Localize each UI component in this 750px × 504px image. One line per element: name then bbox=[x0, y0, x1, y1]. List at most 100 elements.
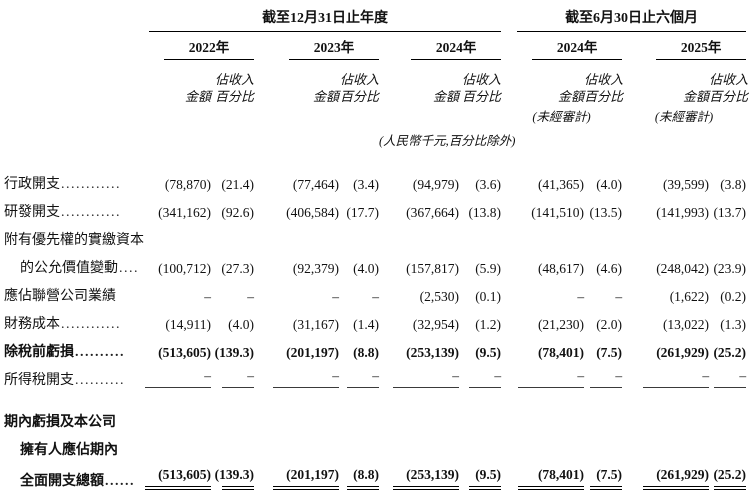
cell: (92.6) bbox=[221, 205, 254, 220]
grand-total-double-rule bbox=[518, 485, 585, 490]
cell: (39,599) bbox=[662, 177, 710, 192]
cell: – bbox=[247, 289, 254, 304]
cell: (1,622) bbox=[669, 289, 710, 304]
row-label: 全面開支總額 bbox=[20, 474, 104, 489]
year-2025-interim: 2025年 bbox=[656, 36, 747, 60]
cell: (513,605) bbox=[130, 463, 211, 494]
cell: (4.0) bbox=[353, 261, 379, 276]
row-label: 期內虧損及本公司 bbox=[4, 415, 116, 430]
row-total-comprehensive-values: 全面開支總額...... (513,605) (139.3) (201,197)… bbox=[4, 463, 747, 494]
grand-total-double-rule bbox=[469, 485, 502, 490]
subtotal-rule bbox=[469, 387, 502, 388]
cell: (7.5) bbox=[596, 345, 623, 360]
cell: – bbox=[204, 289, 211, 304]
cell: (25.2) bbox=[713, 345, 747, 360]
cell: (157,817) bbox=[406, 261, 459, 276]
year-2024: 2024年 bbox=[411, 36, 502, 60]
cell: – bbox=[577, 289, 585, 304]
cell: – bbox=[332, 289, 339, 304]
cell: – bbox=[501, 365, 585, 393]
row-loss-before-tax: 除稅前虧損.......... (513,605) (139.3) (201,1… bbox=[4, 337, 746, 365]
row-administrative-expenses: 行政開支............ (78,870) (21.4) (77,464… bbox=[4, 169, 746, 197]
cell: (341,162) bbox=[158, 205, 211, 220]
cell: (1.4) bbox=[353, 317, 379, 332]
pct-header-2024-interim: 佔收入 百分比 bbox=[584, 72, 624, 105]
cell: (23.9) bbox=[713, 261, 747, 276]
cell: (13.8) bbox=[468, 205, 502, 220]
period-group-interim: 截至6月30日止六個月 bbox=[517, 7, 747, 32]
row-income-tax-expense: 所得稅開支.......... – – – – – – – – – – bbox=[4, 365, 747, 393]
row-label: 的公允價值變動 bbox=[20, 261, 118, 276]
cell: (17.7) bbox=[346, 205, 379, 220]
cell: – bbox=[339, 365, 379, 393]
period-group-annual: 截至12月31日止年度 bbox=[149, 7, 502, 32]
subtotal-rule bbox=[145, 387, 211, 388]
cell: (3.8) bbox=[720, 177, 747, 192]
cell: (406,584) bbox=[286, 205, 339, 220]
subheader-row: 金額 佔收入 百分比 金額 佔收入 百分比 金額 佔收入 百分比 金額 佔收入 百分比 … bbox=[4, 60, 749, 106]
cell: (94,979) bbox=[412, 177, 459, 192]
cell: – bbox=[622, 365, 710, 393]
year-2022: 2022年 bbox=[164, 36, 254, 60]
cell: (253,139) bbox=[379, 463, 459, 494]
cell: – bbox=[130, 365, 211, 393]
cell: (0.1) bbox=[475, 289, 502, 304]
unit-note: (人民幣千元,百分比除外) bbox=[379, 134, 516, 148]
cell: (8.8) bbox=[353, 345, 379, 360]
cell: (4.6) bbox=[596, 261, 623, 276]
row-label: 附有優先權的實繳資本 bbox=[4, 233, 144, 248]
amount-header-2022: 金額 bbox=[184, 89, 211, 105]
cell: (261,929) bbox=[656, 345, 710, 360]
pct-header-2025-interim: 佔收入 百分比 bbox=[709, 72, 749, 105]
unaudited-note-row: (未經審計) (未經審計) bbox=[4, 106, 746, 125]
year-header-row: 2022年 2023年 2024年 2024年 2025年 bbox=[4, 32, 747, 60]
cell: (141,993) bbox=[656, 205, 710, 220]
cell: – bbox=[211, 365, 254, 393]
cell: – bbox=[372, 289, 379, 304]
cell: (31,167) bbox=[292, 317, 339, 332]
row-fv-change: 的公允價值變動.... (100,712) (27.3) (92,379) (4… bbox=[4, 253, 746, 281]
subtotal-rule bbox=[393, 387, 459, 388]
cell: (13.5) bbox=[589, 205, 623, 220]
cell: (513,605) bbox=[158, 345, 211, 360]
cell: (0.2) bbox=[720, 289, 747, 304]
cell: (25.2) bbox=[709, 463, 747, 494]
cell: (78,401) bbox=[537, 345, 585, 360]
row-label: 研發開支 bbox=[4, 205, 60, 220]
cell: (14,911) bbox=[165, 317, 211, 332]
cell: (9.5) bbox=[459, 463, 502, 494]
amount-header-2023: 金額 bbox=[312, 89, 339, 105]
cell: – bbox=[709, 365, 747, 393]
cell: (139.3) bbox=[211, 463, 254, 494]
spacer bbox=[4, 393, 746, 407]
cell: (78,401) bbox=[501, 463, 585, 494]
cell: (7.5) bbox=[584, 463, 623, 494]
grand-total-double-rule bbox=[145, 485, 211, 490]
cell: – bbox=[379, 365, 459, 393]
cell: (48,617) bbox=[537, 261, 585, 276]
financial-summary-table: 截至12月31日止年度 截至6月30日止六個月 2022年 2023年 2024… bbox=[4, 4, 749, 494]
period-group-annual-label: 截至12月31日止年度 bbox=[262, 11, 389, 26]
cell: (2,530) bbox=[419, 289, 459, 304]
pct-header-2023: 佔收入 百分比 bbox=[339, 72, 379, 105]
cell: – bbox=[584, 365, 623, 393]
subtotal-rule bbox=[643, 387, 710, 388]
row-total-comprehensive-line2: 擁有人應佔期內 bbox=[4, 435, 746, 463]
subtotal-rule bbox=[590, 387, 623, 388]
cell: (92,379) bbox=[292, 261, 339, 276]
corner-cell bbox=[4, 4, 130, 32]
cell: (248,042) bbox=[656, 261, 710, 276]
cell: (3.6) bbox=[475, 177, 502, 192]
cell: (139.3) bbox=[214, 345, 254, 360]
grand-total-double-rule bbox=[714, 485, 747, 490]
grand-total-double-rule bbox=[643, 485, 710, 490]
subtotal-rule bbox=[273, 387, 339, 388]
cell: (21.4) bbox=[221, 177, 254, 192]
amount-header-2024: 金額 bbox=[432, 89, 459, 105]
cell: (100,712) bbox=[158, 261, 211, 276]
pct-header-2022: 佔收入 百分比 bbox=[214, 72, 254, 105]
subtotal-rule bbox=[518, 387, 585, 388]
cell: (3.4) bbox=[353, 177, 379, 192]
cell: (261,929) bbox=[622, 463, 710, 494]
cell: (4.0) bbox=[596, 177, 623, 192]
